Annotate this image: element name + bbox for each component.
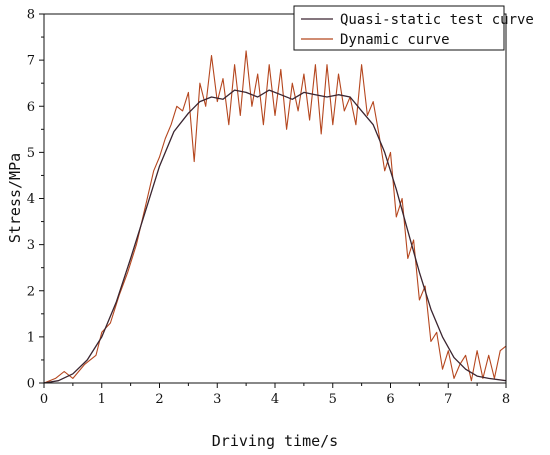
x-axis-ticks: 0 1 2 3 4 5 6 7 8 bbox=[40, 383, 510, 407]
x-tick-label: 2 bbox=[155, 392, 163, 407]
x-tick-label: 8 bbox=[502, 392, 510, 407]
x-tick-label: 4 bbox=[271, 392, 279, 407]
y-tick-label: 8 bbox=[27, 8, 35, 23]
legend-box bbox=[293, 5, 505, 51]
y-tick-label: 0 bbox=[27, 377, 35, 392]
y-tick-label: 2 bbox=[27, 284, 35, 299]
x-tick-label: 6 bbox=[386, 392, 394, 407]
dynamic-curve-line bbox=[43, 50, 507, 384]
y-axis-title: Stress/MPa bbox=[6, 153, 24, 243]
y-tick-label: 1 bbox=[27, 330, 35, 345]
y-axis-ticks: 0 1 2 3 4 5 6 7 8 bbox=[27, 8, 44, 392]
legend-label-quasi-static: Quasi-static test curve bbox=[340, 12, 534, 28]
legend: Quasi-static test curve Dynamic curve bbox=[293, 5, 534, 51]
y-tick-label: 3 bbox=[27, 238, 35, 253]
x-tick-label: 1 bbox=[98, 392, 106, 407]
legend-label-dynamic: Dynamic curve bbox=[340, 32, 450, 48]
chart-series bbox=[43, 50, 507, 384]
x-axis-title: Driving time/s bbox=[212, 432, 338, 450]
y-tick-label: 6 bbox=[27, 100, 35, 115]
y-tick-label: 4 bbox=[27, 192, 35, 207]
plot-area-frame bbox=[43, 13, 507, 384]
x-tick-label: 0 bbox=[40, 392, 48, 407]
y-tick-label: 7 bbox=[27, 54, 35, 69]
x-tick-label: 3 bbox=[213, 392, 221, 407]
quasi-static-curve-line bbox=[43, 89, 507, 384]
y-tick-label: 5 bbox=[27, 146, 35, 161]
x-tick-label: 7 bbox=[444, 392, 452, 407]
x-tick-label: 5 bbox=[329, 392, 337, 407]
